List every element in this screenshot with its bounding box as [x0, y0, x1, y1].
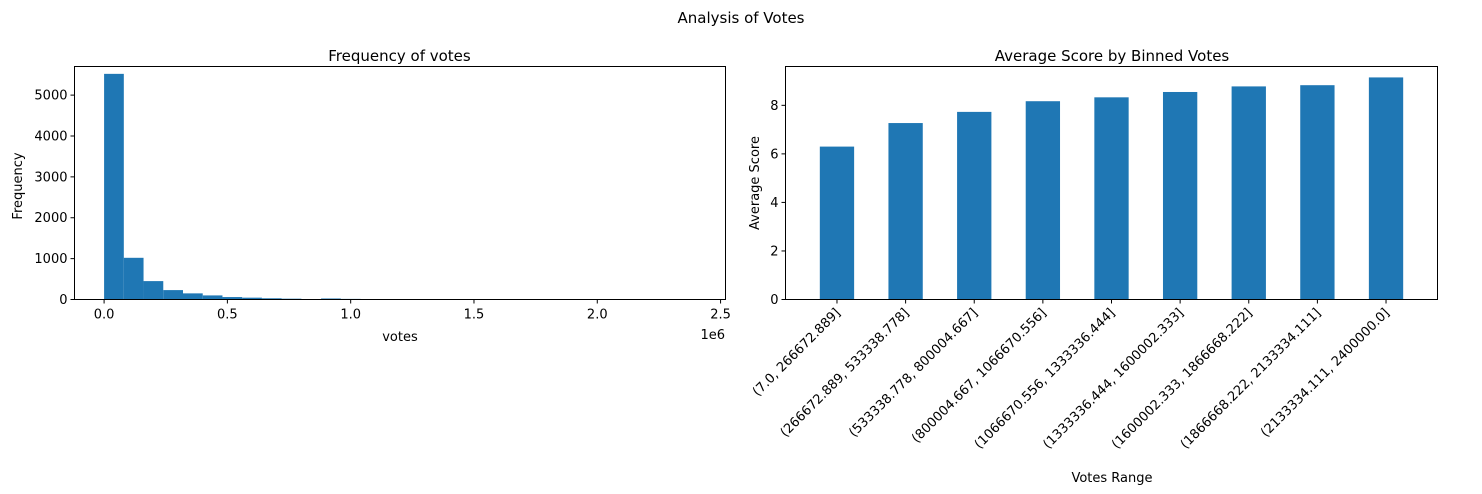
histogram-y-tick-label: 5000 [34, 89, 67, 104]
histogram-bar [321, 298, 341, 300]
histogram-x-tick-label: 2.0 [587, 308, 608, 323]
bar-chart-x-ticks: (7.0, 266672.889](266672.889, 533338.778… [750, 299, 1393, 452]
histogram-x-offset-label: 1e6 [700, 328, 725, 343]
bar-chart-bar [1162, 91, 1198, 300]
histogram-y-tick-label: 0 [59, 293, 67, 308]
histogram-bar [123, 257, 144, 300]
bar-chart-bar [1094, 97, 1129, 300]
bar-chart-y-axis-label: Average Score [748, 136, 763, 230]
histogram-bar [163, 290, 183, 300]
bar-chart-bar [888, 123, 923, 300]
bar-chart-bar [1368, 77, 1404, 300]
bar-chart-y-ticks: 0 2 4 6 8 [770, 99, 786, 308]
bar-chart-y-tick-label: 2 [770, 244, 778, 259]
bar-chart-title: Average Score by Binned Votes [995, 47, 1230, 65]
histogram-bars [104, 73, 361, 300]
histogram-x-tick-label: 0.5 [217, 308, 238, 323]
bar-chart-x-axis-label: Votes Range [1071, 471, 1152, 486]
bar-chart-x-tick-label: (1600002.333, 1866668.222] [1109, 306, 1255, 452]
histogram-x-ticks: 0.0 0.5 1.0 1.5 2.0 2.5 [94, 299, 731, 323]
histogram-bar [222, 297, 243, 300]
bar-chart-x-tick-label: (266672.889, 533338.778] [778, 306, 913, 441]
histogram-x-tick-label: 2.5 [710, 308, 731, 323]
histogram-x-tick-label: 1.5 [464, 308, 485, 323]
histogram-bar [183, 293, 203, 300]
histogram-bar [202, 295, 223, 300]
bar-chart-x-tick-label: (800004.667, 1066670.556] [909, 306, 1050, 447]
bar-chart-bar [1300, 85, 1335, 300]
bar-chart-y-tick-label: 8 [770, 99, 778, 114]
histogram-y-tick-label: 4000 [34, 129, 67, 144]
bar-chart-x-tick-label: (1866668.222, 2133334.111] [1178, 306, 1324, 452]
histogram-axes-frame [74, 66, 726, 300]
bar-chart-bar [957, 111, 992, 300]
histogram-x-axis-label: votes [382, 330, 418, 345]
figure-suptitle: Analysis of Votes [678, 9, 805, 27]
bar-chart-x-tick-label: (1333336.444, 1600002.333] [1041, 306, 1187, 452]
histogram-bar [104, 73, 124, 300]
histogram-x-tick-label: 1.0 [340, 308, 361, 323]
bar-chart-y-tick-label: 6 [770, 147, 778, 162]
bar-chart-y-tick-label: 4 [770, 196, 778, 211]
histogram-y-tick-label: 1000 [34, 252, 67, 267]
histogram-chart: Frequency of votes 0 1000 2000 3000 4000 5000… [11, 47, 731, 345]
bar-chart-axes-frame [785, 66, 1438, 300]
bar-chart-x-tick-label: (1066670.556, 1333336.444] [972, 306, 1118, 452]
bar-chart-bar [819, 146, 855, 300]
histogram-bar [261, 298, 282, 300]
bar-chart-y-tick-label: 0 [770, 293, 778, 308]
bar-chart-bar [1231, 86, 1266, 300]
histogram-y-tick-label: 2000 [34, 211, 67, 226]
histogram-x-tick-label: 0.0 [94, 308, 115, 323]
bar-chart-bars [819, 77, 1404, 300]
histogram-bar [242, 297, 262, 300]
histogram-bar [143, 281, 164, 300]
histogram-title: Frequency of votes [328, 47, 471, 65]
histogram-y-tick-label: 3000 [34, 170, 67, 185]
histogram-y-axis-label: Frequency [11, 152, 26, 219]
bar-chart-x-tick-label: (2133334.111, 2400000.0] [1258, 306, 1393, 441]
bar-chart: Average Score by Binned Votes 0 2 4 6 8 (7.0… [748, 47, 1438, 486]
histogram-y-ticks: 0 1000 2000 3000 4000 5000 [34, 89, 75, 308]
bar-chart-bar [1025, 101, 1061, 300]
bar-chart-x-tick-label: (533338.778, 800004.667] [846, 306, 981, 441]
